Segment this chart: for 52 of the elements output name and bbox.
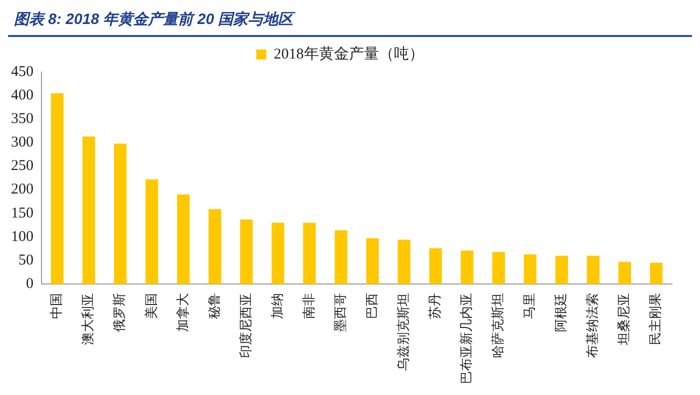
x-tick-label: 巴布亚新几内亚 [458,293,474,384]
y-tick-label: 150 [11,205,34,222]
x-tick-label: 俄罗斯 [112,293,127,332]
bar [492,252,505,284]
y-tick-label: 100 [11,228,34,245]
bar [272,222,284,284]
x-tick-label: 墨西哥 [332,293,348,332]
bar [366,238,379,284]
bar [334,230,348,284]
x-tick-label: 乌兹别克斯坦 [395,293,410,371]
chart-title: 图表 8: 2018 年黄金产量前 20 国家与地区 [8,8,692,37]
y-tick-label: 50 [18,252,34,268]
x-tick-label: 加拿大 [174,293,190,332]
x-tick-label: 阿根廷 [553,293,568,332]
x-tick-label: 加纳 [269,293,284,319]
bar [303,222,316,284]
legend-label: 2018年黄金产量（吨） [274,45,424,62]
y-tick-label: 300 [11,134,34,151]
x-tick-label: 南非 [300,293,316,319]
bar [82,136,96,284]
y-tick-label: 350 [11,111,34,128]
bar [146,179,158,284]
bar [586,256,600,284]
x-tick-label: 澳大利亚 [80,293,96,345]
bar [114,144,127,284]
y-tick-label: 200 [11,182,34,198]
x-tick-label: 哈萨克斯坦 [490,293,506,358]
x-tick-label: 苏丹 [426,293,442,319]
bar [208,209,222,284]
bar [240,219,253,284]
x-tick-label: 秘鲁 [206,293,222,319]
x-tick-label: 坦桑尼亚 [616,293,632,346]
bar [177,194,190,284]
x-tick-label: 印度尼西亚 [238,293,253,358]
x-tick-label: 巴西 [364,293,379,319]
x-tick-label: 民主刚果 [648,293,663,345]
y-tick-label: 400 [11,87,34,104]
bar [618,262,632,284]
x-tick-label: 马里 [522,293,537,319]
y-tick-label: 450 [11,64,34,80]
bar [555,256,568,284]
y-tick-label: 0 [26,276,34,292]
x-tick-label: 中国 [48,293,64,319]
x-tick-label: 布基纳法索 [584,293,600,358]
bar [50,93,64,284]
bar [524,254,536,284]
x-tick-label: 美国 [143,293,158,319]
bar [398,240,410,284]
bar [650,262,663,284]
bar [460,250,474,284]
bar [429,248,442,284]
y-tick-label: 250 [11,158,34,174]
